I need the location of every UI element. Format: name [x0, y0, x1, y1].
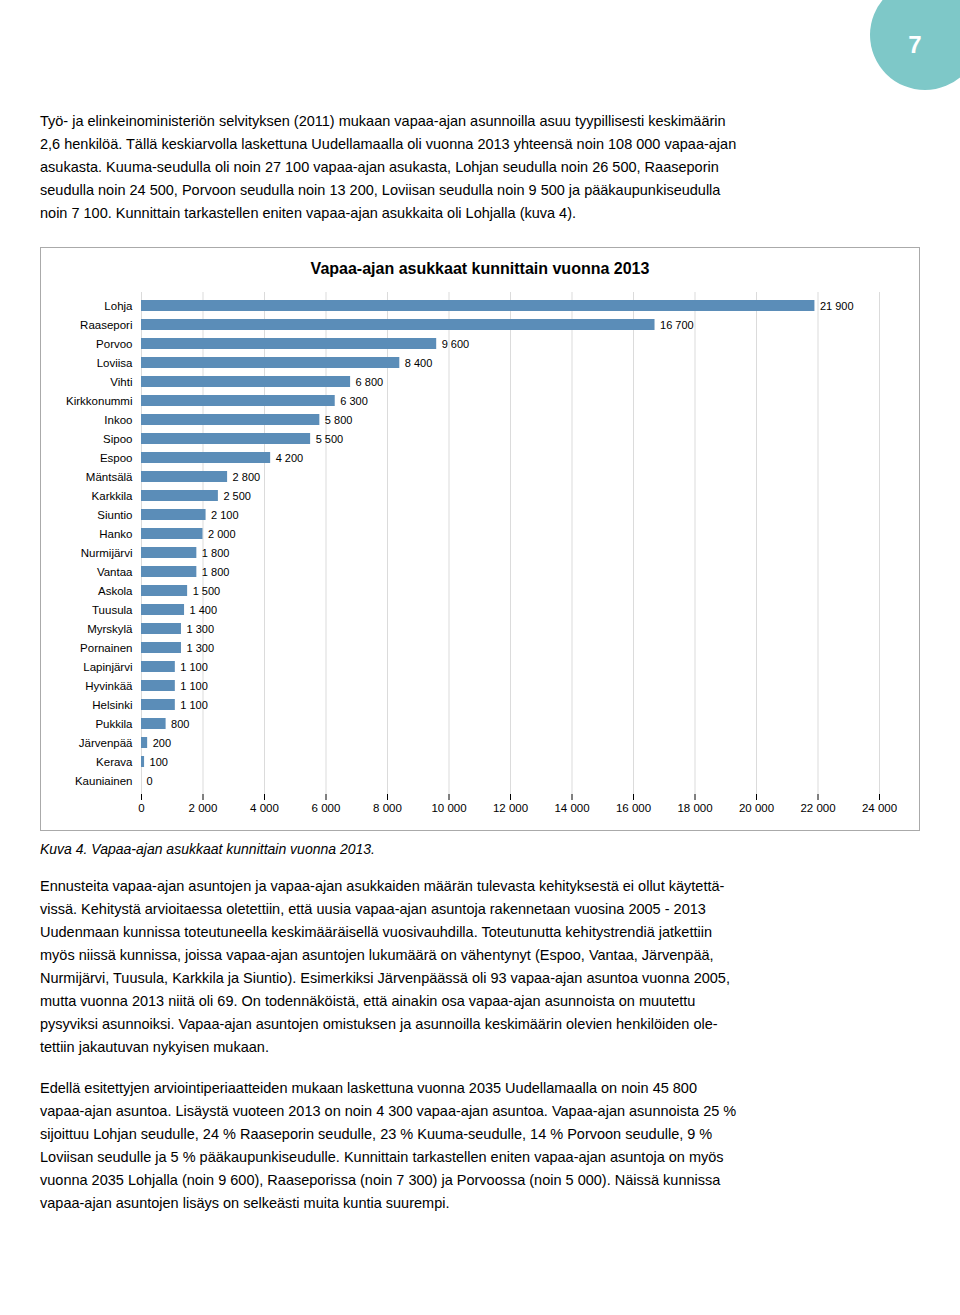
svg-text:4 200: 4 200	[276, 452, 304, 464]
svg-text:1 400: 1 400	[190, 604, 218, 616]
svg-text:2 800: 2 800	[233, 471, 261, 483]
svg-text:2 000: 2 000	[208, 528, 236, 540]
svg-text:12 000: 12 000	[493, 802, 528, 814]
svg-text:1 500: 1 500	[193, 585, 221, 597]
svg-text:200: 200	[153, 737, 171, 749]
svg-text:Myrskylä: Myrskylä	[87, 623, 133, 635]
svg-text:10 000: 10 000	[431, 802, 466, 814]
svg-text:Nurmijärvi: Nurmijärvi	[81, 547, 133, 559]
svg-text:Kauniainen: Kauniainen	[75, 775, 133, 787]
html-text:Nurmijärvi, Tuusula, Karkkila: Nurmijärvi, Tuusula, Karkkila ja Siuntio…	[40, 970, 730, 986]
svg-text:Lapinjärvi: Lapinjärvi	[83, 661, 132, 673]
svg-text:Hanko: Hanko	[99, 528, 132, 540]
svg-text:2 500: 2 500	[223, 490, 251, 502]
html-text:noin 7 100. Kunnittain tarkast: noin 7 100. Kunnittain tarkastellen enit…	[40, 205, 576, 221]
svg-text:Askola: Askola	[98, 585, 133, 597]
svg-text:Pukkila: Pukkila	[95, 718, 133, 730]
svg-text:Mäntsälä: Mäntsälä	[86, 471, 133, 483]
html-text:vuonna 2035 Lohjalla (noin 9 6: vuonna 2035 Lohjalla (noin 9 600), Raase…	[40, 1172, 721, 1188]
svg-text:21 900: 21 900	[820, 300, 854, 312]
html-text:Työ- ja elinkeinoministeriön s: Työ- ja elinkeinoministeriön selvityksen…	[40, 113, 726, 129]
svg-text:22 000: 22 000	[800, 802, 835, 814]
svg-text:Järvenpää: Järvenpää	[79, 737, 133, 749]
svg-text:800: 800	[171, 718, 189, 730]
svg-text:100: 100	[150, 756, 168, 768]
svg-text:6 800: 6 800	[356, 376, 384, 388]
svg-text:Raasepori: Raasepori	[80, 319, 132, 331]
svg-text:5 800: 5 800	[325, 414, 353, 426]
svg-text:Kirkkonummi: Kirkkonummi	[66, 395, 132, 407]
svg-text:8 000: 8 000	[373, 802, 402, 814]
svg-text:1 100: 1 100	[180, 680, 208, 692]
svg-text:1 300: 1 300	[186, 642, 214, 654]
svg-text:0: 0	[147, 775, 153, 787]
html-text:Ennusteita vapaa-ajan asuntoje: Ennusteita vapaa-ajan asuntojen ja vapaa…	[40, 878, 725, 894]
svg-text:1 100: 1 100	[180, 699, 208, 711]
html-text:Loviisan seudulle ja 5 % pääka: Loviisan seudulle ja 5 % pääkaupunkiseud…	[40, 1149, 724, 1165]
svg-text:Loviisa: Loviisa	[97, 357, 133, 369]
svg-text:9 600: 9 600	[442, 338, 470, 350]
svg-text:Hyvinkää: Hyvinkää	[85, 680, 133, 692]
html-text:Vapaa-ajan asukkaat kunnittain: Vapaa-ajan asukkaat kunnittain vuonna 20…	[310, 260, 650, 277]
svg-text:Kerava: Kerava	[96, 756, 133, 768]
svg-text:4 000: 4 000	[250, 802, 279, 814]
svg-text:24 000: 24 000	[862, 802, 897, 814]
html-text:mutta vuonna 2013 niitä oli 69: mutta vuonna 2013 niitä oli 69. On toden…	[40, 993, 696, 1009]
svg-text:Karkkila: Karkkila	[92, 490, 134, 502]
svg-text:Vantaa: Vantaa	[97, 566, 133, 578]
svg-text:0: 0	[138, 802, 144, 814]
html-text:Kuva 4. Vapaa-ajan asukkaat ku: Kuva 4. Vapaa-ajan asukkaat kunnittain v…	[40, 841, 375, 857]
svg-text:5 500: 5 500	[316, 433, 344, 445]
svg-text:Lohja: Lohja	[104, 300, 133, 312]
svg-text:Siuntio: Siuntio	[97, 509, 132, 521]
html-text:vapaa-ajan asuntoa. Lisäystä v: vapaa-ajan asuntoa. Lisäystä vuoteen 201…	[40, 1103, 737, 1119]
svg-text:16 700: 16 700	[660, 319, 694, 331]
svg-text:Inkoo: Inkoo	[104, 414, 132, 426]
svg-text:Porvoo: Porvoo	[96, 338, 132, 350]
svg-text:14 000: 14 000	[554, 802, 589, 814]
svg-text:1 800: 1 800	[202, 547, 230, 559]
html-text:vapaa-ajan asuntojen lisäys on: vapaa-ajan asuntojen lisäys on selkeästi…	[40, 1195, 450, 1211]
svg-text:Sipoo: Sipoo	[103, 433, 132, 445]
html-text:myös niissä kunnissa, joissa v: myös niissä kunnissa, joissa vapaa-ajan …	[40, 947, 714, 963]
svg-text:2 000: 2 000	[189, 802, 218, 814]
svg-text:Tuusula: Tuusula	[92, 604, 133, 616]
svg-text:1 300: 1 300	[186, 623, 214, 635]
svg-text:20 000: 20 000	[739, 802, 774, 814]
svg-text:6 300: 6 300	[340, 395, 368, 407]
svg-text:1 800: 1 800	[202, 566, 230, 578]
svg-text:2 100: 2 100	[211, 509, 239, 521]
html-text:Edellä esitettyjen arviointipe: Edellä esitettyjen arviointiperiaatteide…	[40, 1080, 697, 1096]
html-text:Uudenmaan kunnissa toteutuneel: Uudenmaan kunnissa toteutuneella keskimä…	[40, 924, 712, 940]
html-text:seudulla noin 24 500, Porvoon: seudulla noin 24 500, Porvoon seudulla n…	[40, 182, 721, 198]
svg-text:Vihti: Vihti	[110, 376, 132, 388]
html-text:7: 7	[908, 31, 922, 58]
svg-text:Espoo: Espoo	[100, 452, 133, 464]
html-text:vissä. Kehitystä arvioitaessa: vissä. Kehitystä arvioitaessa oletettiin…	[40, 901, 706, 917]
html-text:pysyviksi asunnoiksi. Vapaa-aj: pysyviksi asunnoiksi. Vapaa-ajan asuntoj…	[40, 1016, 718, 1032]
svg-text:18 000: 18 000	[677, 802, 712, 814]
svg-text:16 000: 16 000	[616, 802, 651, 814]
html-text:2,6 henkilöä. Tällä keskiarvol: 2,6 henkilöä. Tällä keskiarvolla laskett…	[40, 136, 737, 152]
svg-text:1 100: 1 100	[180, 661, 208, 673]
svg-text:6 000: 6 000	[312, 802, 341, 814]
svg-text:Pornainen: Pornainen	[80, 642, 132, 654]
html-text:sijoittuu Lohjan seudulle, 24: sijoittuu Lohjan seudulle, 24 % Raasepor…	[40, 1126, 713, 1142]
html-text:asukasta. Kuuma-seudulla oli n: asukasta. Kuuma-seudulla oli noin 27 100…	[40, 159, 719, 175]
svg-text:Helsinki: Helsinki	[92, 699, 132, 711]
svg-text:8 400: 8 400	[405, 357, 433, 369]
html-text:tettiin jakautuvan nykyisen mu: tettiin jakautuvan nykyisen mukaan.	[40, 1039, 269, 1055]
